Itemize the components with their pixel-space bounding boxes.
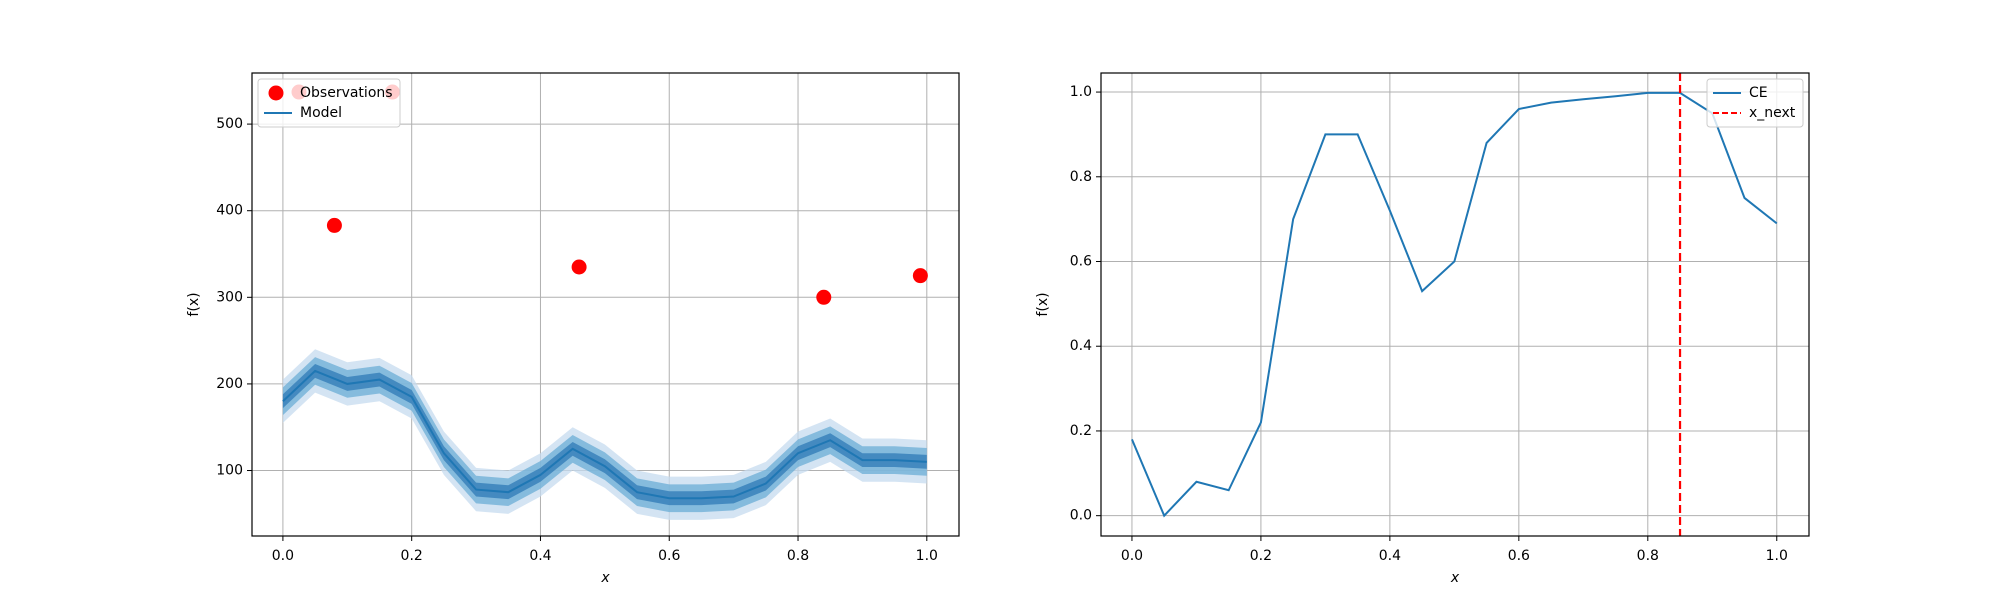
y-tick-label: 0.6: [1070, 254, 1092, 270]
y-tick-label: 500: [216, 116, 243, 132]
line-series: [1131, 91, 1778, 518]
legend-box: [257, 78, 401, 128]
x-tick-label: 0.4: [529, 548, 551, 564]
x-tick-label: 0.2: [1250, 548, 1272, 564]
legend-marker: [268, 85, 284, 101]
y-axis-label: f(x): [1035, 292, 1051, 316]
x-tick-label: 0.8: [787, 548, 809, 564]
y-tick-label: 0.0: [1070, 508, 1092, 524]
y-tick-label: 1.0: [1070, 84, 1092, 100]
legend-label: CE: [1749, 85, 1768, 101]
x-axis-label: x: [1450, 570, 1460, 586]
legend-box: [1706, 78, 1804, 128]
confidence-band: [282, 363, 927, 506]
x-tick-label: 0.4: [1379, 548, 1401, 564]
x-tick-label: 0.8: [1637, 548, 1659, 564]
plot: 0.0 0.2 0.4 0.6 0.8 1.0 100 200 300 400 500 x f(x) Ob…: [186, 72, 960, 586]
axes-frame: [1100, 72, 1810, 537]
line-series: [282, 369, 927, 500]
plot: 0.0 0.2 0.4 0.6 0.8 1.0 0.0 0.2 0.4 0.6 0.8 1.0 x f(x…: [1035, 72, 1810, 586]
x-tick-label: 0.2: [401, 548, 423, 564]
y-tick-label: 0.4: [1070, 338, 1092, 354]
legend: Observations Model: [257, 78, 401, 128]
y-axis-label: f(x): [186, 292, 202, 316]
x-tick-label: 1.0: [916, 548, 938, 564]
observation-point: [912, 268, 928, 284]
confidence-band: [282, 357, 927, 513]
x-tick-label: 0.6: [1508, 548, 1530, 564]
observation-point: [816, 289, 832, 305]
x-axis-label: x: [600, 570, 610, 586]
legend-label: Model: [300, 105, 342, 121]
x-tick-label: 0.0: [272, 548, 294, 564]
y-tick-label: 0.2: [1070, 423, 1092, 439]
observation-point: [326, 217, 342, 233]
x-tick-label: 1.0: [1766, 548, 1788, 564]
y-tick-label: 0.8: [1070, 169, 1092, 185]
y-tick-label: 100: [216, 463, 243, 479]
y-tick-label: 300: [216, 289, 243, 305]
legend: CE x_next: [1706, 78, 1804, 128]
observation-point: [571, 259, 587, 275]
axes-frame: [251, 72, 960, 537]
legend-label: x_next: [1749, 105, 1796, 121]
x-tick-label: 0.6: [658, 548, 680, 564]
x-tick-label: 0.0: [1121, 548, 1143, 564]
y-tick-label: 400: [216, 203, 243, 219]
legend-label: Observations: [300, 85, 393, 101]
y-tick-label: 200: [216, 376, 243, 392]
